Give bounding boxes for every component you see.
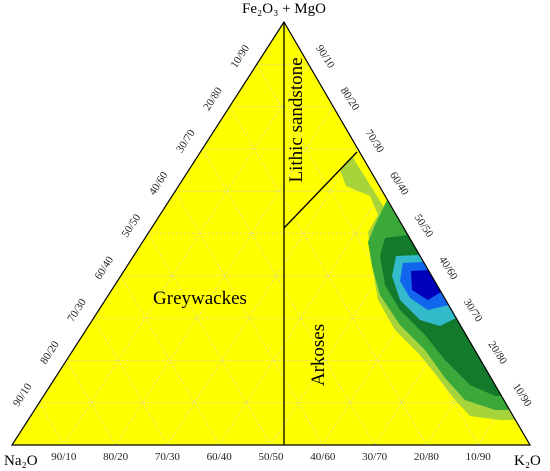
grid-line	[167, 148, 359, 446]
grid-line	[63, 64, 309, 446]
apex-label: K₂O	[514, 453, 541, 469]
bottom-tick-label: 60/40	[207, 451, 233, 463]
right-tick-label: 80/20	[338, 85, 362, 113]
left-tick-label: 90/10	[11, 381, 35, 409]
right-tick-label: 40/60	[436, 254, 460, 282]
grid-line	[202, 148, 375, 446]
apex-label: Fe₂O₃ + MgO	[242, 1, 326, 17]
field-label: Greywackes	[153, 288, 247, 309]
bottom-tick-label: 70/30	[155, 451, 181, 463]
field-label: Lithic sandstone	[286, 57, 307, 182]
right-tick-label: 50/50	[412, 212, 436, 240]
density-contours	[340, 156, 516, 420]
bottom-tick-label: 90/10	[51, 451, 77, 463]
bottom-tick-label: 80/20	[103, 451, 129, 463]
apex-label: Na₂O	[4, 453, 38, 469]
bottom-tick-label: 20/80	[414, 451, 440, 463]
right-tick-label: 20/80	[485, 339, 509, 367]
right-tick-label: 30/70	[461, 297, 485, 325]
left-tick-label: 70/30	[65, 296, 89, 324]
left-tick-label: 20/80	[201, 85, 225, 113]
triangle	[12, 22, 530, 445]
left-tick-label: 30/70	[174, 127, 198, 155]
left-tick-label: 60/40	[92, 254, 116, 282]
field-label: Arkoses	[308, 324, 329, 386]
bottom-tick-label: 40/60	[310, 451, 336, 463]
grid-line	[66, 360, 116, 446]
grid-line	[93, 317, 168, 446]
right-tick-label: 60/40	[387, 170, 411, 198]
grid-line	[115, 106, 334, 446]
grid-line	[229, 106, 427, 446]
bottom-tick-label: 10/90	[466, 451, 492, 463]
right-tick-label: 10/90	[510, 381, 534, 409]
grid-line	[147, 233, 272, 446]
bottom-tick-label: 50/50	[258, 451, 284, 463]
left-tick-label: 80/20	[38, 339, 62, 367]
triangle-outline	[10, 20, 532, 446]
bottom-tick-label: 30/70	[362, 451, 388, 463]
contour-6	[411, 270, 441, 300]
left-tick-label: 10/90	[228, 42, 252, 70]
grid-line	[38, 402, 65, 446]
right-tick-label: 70/30	[362, 127, 386, 155]
left-tick-label: 40/60	[147, 169, 171, 197]
grid-line	[256, 64, 479, 446]
left-tick-label: 50/50	[120, 212, 144, 240]
boundary-line	[283, 151, 358, 229]
right-tick-label: 90/10	[313, 43, 337, 71]
